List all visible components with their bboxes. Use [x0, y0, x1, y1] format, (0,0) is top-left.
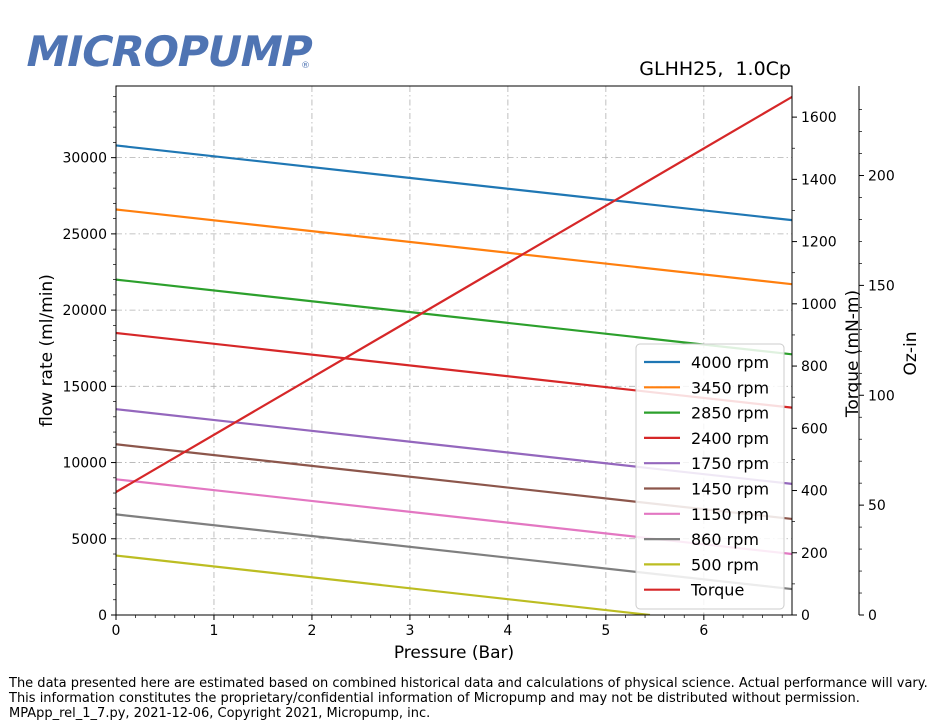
series-line-4000-rpm	[116, 144, 792, 222]
x-tick-label: 4	[503, 623, 512, 639]
y2-tick-label: 0	[801, 608, 810, 624]
legend-box	[635, 343, 785, 610]
y3-tick-label: 200	[868, 169, 895, 185]
x-tick-label: 0	[112, 623, 121, 639]
micropump-logo: MICROPUMP ®	[20, 26, 320, 74]
x-axis-label: Pressure (Bar)	[394, 643, 514, 663]
brand-registered-mark: ®	[301, 61, 310, 71]
y-tick-label: 15000	[62, 379, 107, 395]
legend-label: 1150 rpm	[691, 505, 769, 524]
y-tick-label: 10000	[62, 456, 107, 472]
brand-name: MICROPUMP	[21, 28, 316, 74]
disclaimer-line-2: This information constitutes the proprie…	[9, 691, 860, 706]
legend-label: 4000 rpm	[691, 353, 769, 372]
x-tick-label: 1	[210, 623, 219, 639]
y-tick-label: 25000	[62, 227, 107, 243]
legend-label: 2400 rpm	[691, 429, 769, 448]
y3-tick-label: 100	[868, 388, 895, 404]
x-tick-label: 3	[405, 623, 414, 639]
y2-tick-label: 1600	[801, 110, 837, 126]
series-line-torque	[116, 95, 792, 494]
series-line-3450-rpm	[116, 208, 792, 286]
legend: 4000 rpm 3450 rpm 2850 rpm 2400 rpm 1750 rpm…	[635, 343, 785, 610]
y3-tick-label: 0	[868, 608, 877, 624]
x-tick-label: 6	[699, 623, 708, 639]
y2-axis-label: Torque (mN-m)	[843, 290, 863, 418]
chart-title: GLHH25, 1.0Cp	[639, 58, 791, 80]
y2-tick-label: 1400	[801, 172, 837, 188]
y-tick-label: 0	[98, 608, 107, 624]
axes: 0 1 2 3 4 5 6050001000015000200002500030000020…	[37, 86, 921, 663]
disclaimer-line-3: MPApp_rel_1_7.py, 2021-12-06, Copyright …	[9, 706, 431, 721]
legend-label: 1750 rpm	[691, 454, 769, 473]
series-line-500-rpm	[116, 554, 651, 615]
y2-tick-label: 800	[801, 359, 828, 375]
plot-frame	[115, 85, 793, 616]
y2-tick-label: 600	[801, 421, 828, 437]
y2-tick-label: 1000	[801, 297, 837, 313]
y-axis-label: flow rate (ml/min)	[37, 274, 57, 427]
legend-label: 3450 rpm	[691, 378, 769, 397]
disclaimer-line-1: The data presented here are estimated ba…	[9, 676, 928, 691]
y-tick-label: 30000	[62, 151, 107, 167]
disclaimer-footer: The data presented here are estimated ba…	[9, 676, 928, 721]
y3-axis-label: Oz-in	[901, 332, 921, 376]
y-tick-label: 5000	[71, 532, 107, 548]
legend-label: 860 rpm	[691, 530, 759, 549]
x-tick-label: 2	[307, 623, 316, 639]
legend-label: 2850 rpm	[691, 404, 769, 423]
y3-tick-label: 150	[868, 278, 895, 294]
y3-tick-label: 50	[868, 498, 886, 514]
legend-label: Torque	[690, 581, 744, 600]
y-tick-label: 20000	[62, 303, 107, 319]
y2-tick-label: 400	[801, 484, 828, 500]
y2-tick-label: 1200	[801, 235, 837, 251]
series-line-2850-rpm	[116, 278, 792, 356]
x-tick-label: 5	[601, 623, 610, 639]
y2-tick-label: 200	[801, 546, 828, 562]
legend-label: 500 rpm	[691, 555, 759, 574]
legend-label: 1450 rpm	[691, 480, 769, 499]
